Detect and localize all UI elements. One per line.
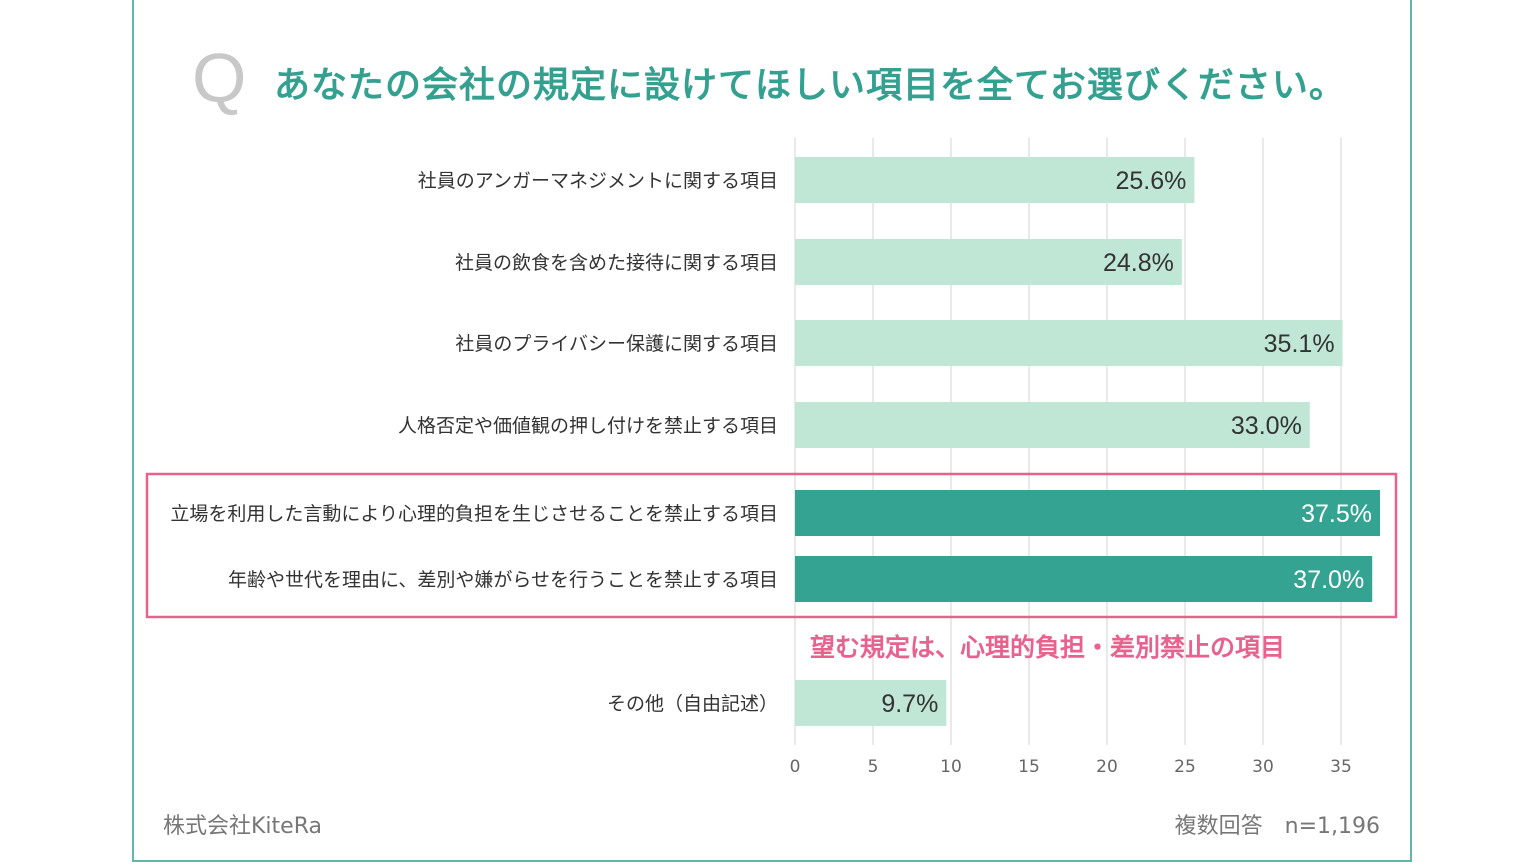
category-label: 年齢や世代を理由に、差別や嫌がらせを行うことを禁止する項目	[228, 569, 778, 591]
data-label: 9.7%	[881, 690, 938, 718]
category-label: 人格否定や価値観の押し付けを禁止する項目	[398, 415, 778, 437]
x-tick-label: 30	[1252, 757, 1274, 777]
data-label: 35.1%	[1264, 330, 1335, 358]
bar	[795, 680, 947, 726]
x-tick-label: 15	[1018, 757, 1040, 777]
data-label: 37.0%	[1293, 566, 1364, 594]
company-name: 株式会社KiteRa	[163, 814, 322, 839]
x-tick-label: 10	[940, 757, 962, 777]
data-label: 25.6%	[1115, 167, 1186, 195]
category-label: 立場を利用した言動により心理的負担を生じさせることを禁止する項目	[170, 503, 778, 525]
annotation: 望む規定は、心理的負担・差別禁止の項目	[810, 633, 1286, 662]
x-tick-label: 5	[868, 757, 879, 777]
category-label: 社員の飲食を含めた接待に関する項目	[455, 252, 778, 274]
category-label: 社員のアンガーマネジメントに関する項目	[418, 170, 778, 192]
category-label: その他（自由記述）	[607, 693, 778, 715]
category-label: 社員のプライバシー保護に関する項目	[455, 333, 778, 355]
x-tick-label: 0	[790, 757, 801, 777]
bar	[795, 490, 1380, 536]
bar	[795, 320, 1343, 366]
x-tick-label: 20	[1096, 757, 1118, 777]
highlight-box	[145, 472, 1398, 619]
bar	[795, 402, 1310, 448]
chart-title: あなたの会社の規定に設けてほしい項目を全てお選びください。	[274, 65, 1346, 106]
x-tick-label: 35	[1330, 757, 1352, 777]
data-label: 37.5%	[1301, 500, 1372, 528]
bar	[795, 157, 1195, 203]
bar	[795, 556, 1373, 602]
bar	[795, 239, 1182, 285]
data-label: 33.0%	[1231, 412, 1302, 440]
sample-note: 複数回答 n=1,196	[1174, 814, 1380, 839]
question-mark: Q	[192, 39, 247, 117]
data-label: 24.8%	[1103, 249, 1174, 277]
x-tick-label: 25	[1174, 757, 1196, 777]
